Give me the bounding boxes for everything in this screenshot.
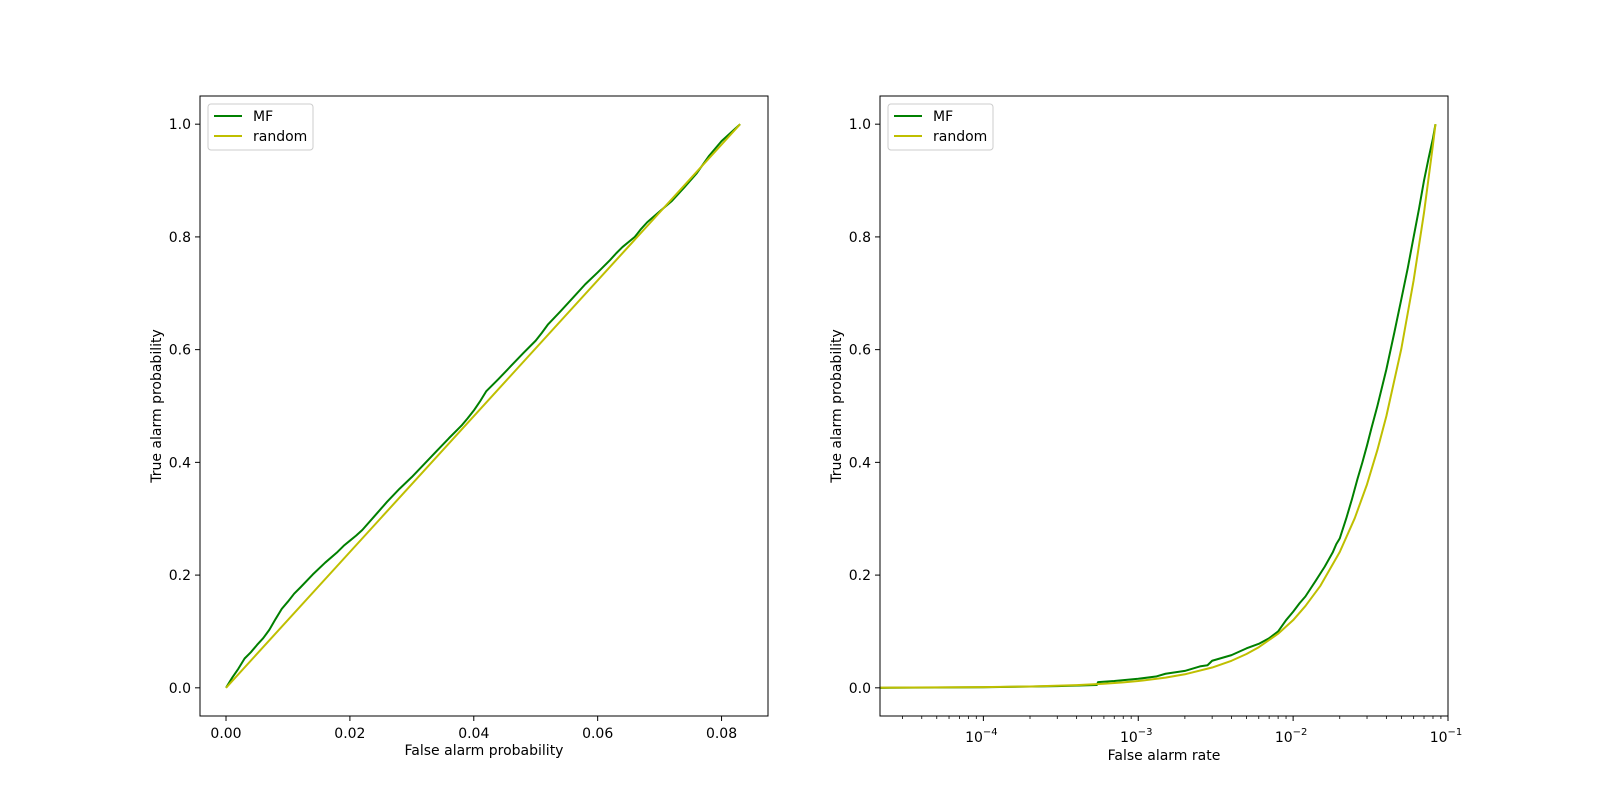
- legend-right: MF random: [887, 103, 994, 151]
- legend-label-mf-left: MF: [253, 109, 273, 125]
- x-tick-label-left: 0.06: [582, 726, 613, 742]
- y-tick-label-left: 0.6: [169, 343, 191, 359]
- axes-frame-right: [879, 95, 1449, 717]
- series-line-random-left: [225, 123, 741, 689]
- subplot-left: 0.0 0.2 0.4 0.6 0.8 1.0 0.00 0.02 0.04 0.06 0.08 F…: [149, 95, 769, 759]
- legend-label-mf-right: MF: [933, 109, 953, 125]
- plot-lines-right: [879, 124, 1437, 689]
- ticks-left: 0.0 0.2 0.4 0.6 0.8 1.0 0.00 0.02 0.04 0.06 0.08: [169, 117, 737, 742]
- legend-label-random-right: random: [933, 129, 987, 145]
- series-line-mf-left: [225, 123, 741, 689]
- y-tick-label-left: 0.0: [169, 681, 191, 697]
- y-tick-label-right: 0.2: [849, 568, 871, 584]
- x-axis-label-left: False alarm probability: [405, 743, 564, 759]
- y-tick-label-left: 1.0: [169, 117, 191, 133]
- x-tick-label-left: 0.08: [706, 726, 737, 742]
- series-line-random-right: [879, 124, 1437, 689]
- legend-left: MF random: [207, 103, 314, 151]
- y-tick-label-left: 0.8: [169, 230, 191, 246]
- legend-label-random-left: random: [253, 129, 307, 145]
- x-tick-label-left: 0.02: [334, 726, 365, 742]
- axes-frame-left: [199, 95, 769, 717]
- y-tick-label-right: 0.6: [849, 343, 871, 359]
- y-tick-label-right: 0.8: [849, 230, 871, 246]
- subplot-right: 0.00.20.40.60.81.010−4 10−3 10−2 10−1 False…: [829, 95, 1462, 764]
- y-tick-label-right: 1.0: [849, 117, 871, 133]
- x-tick-label-left: 0.00: [210, 726, 241, 742]
- y-tick-label-right: 0.4: [849, 455, 871, 471]
- x-axis-label-right: False alarm rate: [1108, 748, 1221, 764]
- y-axis-label-right: True alarm probability: [829, 329, 845, 484]
- y-tick-label-left: 0.4: [169, 455, 191, 471]
- x-tick-label-left: 0.04: [458, 726, 489, 742]
- y-axis-label-left: True alarm probability: [149, 329, 165, 484]
- y-tick-label-right: 0.0: [849, 681, 871, 697]
- y-tick-label-left: 0.2: [169, 568, 191, 584]
- plot-lines-left: [225, 123, 741, 689]
- series-line-mf-right: [879, 124, 1437, 689]
